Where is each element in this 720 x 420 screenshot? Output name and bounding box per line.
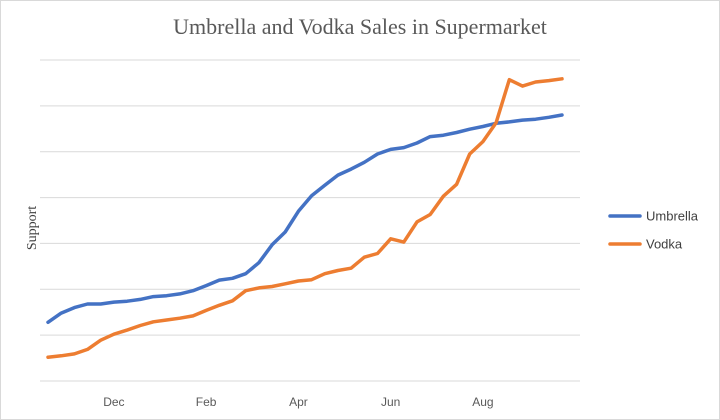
chart-title: Umbrella and Vodka Sales in Supermarket <box>173 14 547 39</box>
legend-item: Umbrella <box>608 209 699 224</box>
x-tick-label: Jun <box>381 395 400 409</box>
y-axis-title: Support <box>25 206 40 250</box>
x-tick-label: Feb <box>196 395 217 409</box>
x-tick-label: Aug <box>472 395 493 409</box>
x-axis-tick-labels: Dec Feb Apr Jun Aug <box>103 395 493 409</box>
legend-label: Umbrella <box>646 209 699 224</box>
series-line-vodka <box>46 77 564 359</box>
series-lines <box>46 77 564 359</box>
legend-item: Vodka <box>608 237 683 252</box>
legend-label: Vodka <box>646 237 683 252</box>
x-tick-label: Dec <box>103 395 124 409</box>
series-line-umbrella <box>46 113 564 325</box>
x-tick-label: Apr <box>289 395 308 409</box>
legend: Umbrella Vodka <box>608 209 699 252</box>
